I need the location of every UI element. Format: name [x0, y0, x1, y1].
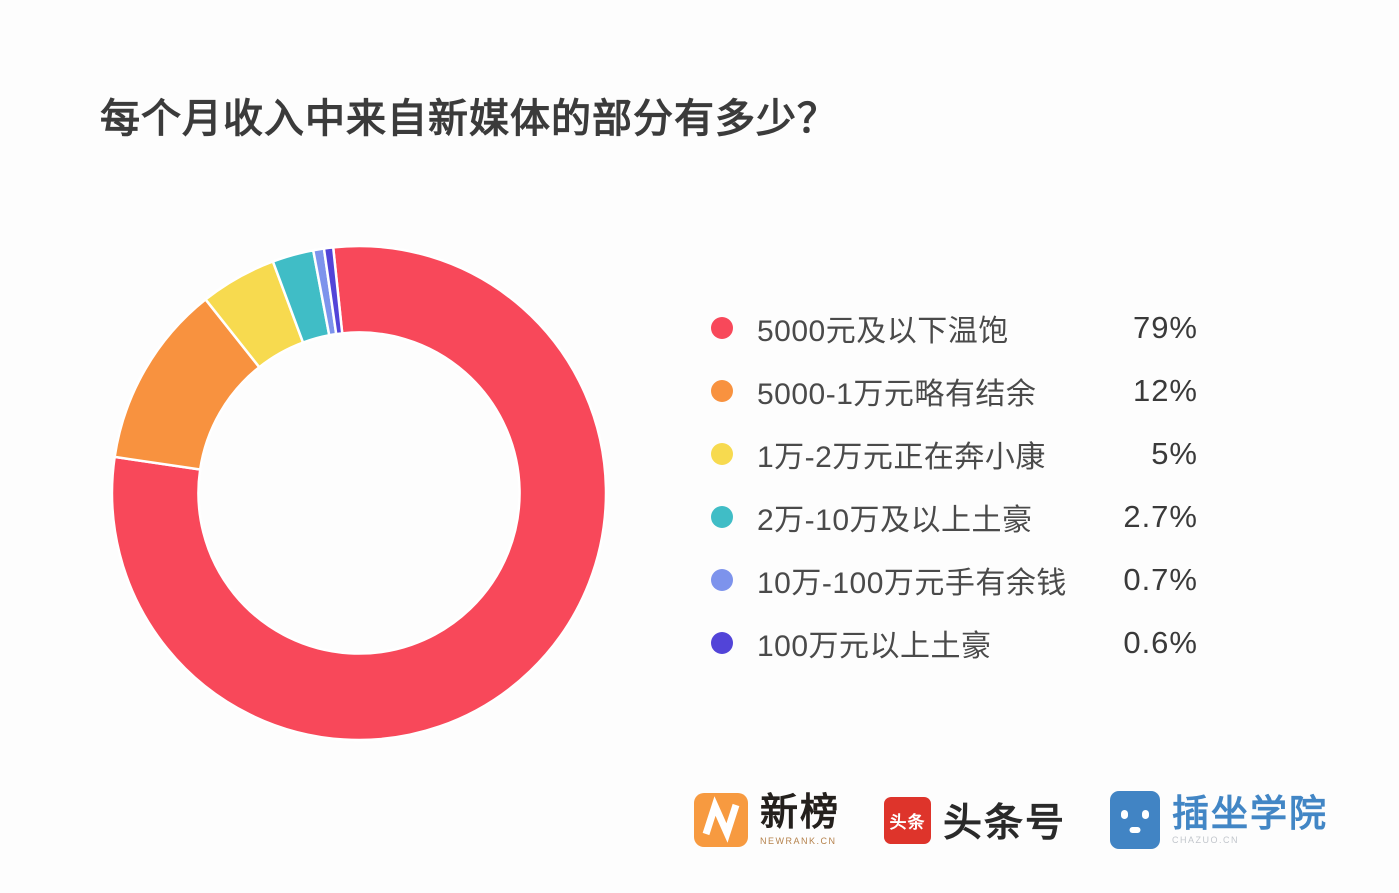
legend-row-2: 1万-2万元正在奔小康 5%: [711, 422, 1198, 485]
legend-row-4: 10万-100万元手有余钱 0.7%: [711, 548, 1198, 611]
legend-value: 5%: [1151, 435, 1198, 471]
legend-label: 5000-1万元略有结余: [757, 377, 1037, 411]
newrank-logo-icon: [694, 793, 748, 847]
newrank-brand-name: 新榜: [760, 792, 841, 835]
legend-swatch: [711, 505, 733, 528]
legend-value: 0.7%: [1123, 561, 1198, 597]
legend-label: 1万-2万元正在奔小康: [757, 440, 1046, 474]
brand-toutiao: 头条 头条号: [884, 792, 1066, 848]
toutiao-logo-icon: 头条: [884, 796, 932, 844]
brand-chazuo: 插坐学院 CHAZUO.CN: [1110, 791, 1328, 849]
legend-value: 2.7%: [1123, 498, 1198, 534]
legend-swatch: [711, 442, 733, 465]
chazuo-icon-eye: [1142, 810, 1150, 819]
chazuo-icon-eye: [1121, 810, 1129, 819]
legend-swatch: [711, 316, 733, 339]
chazuo-brand-name: 插坐学院: [1172, 792, 1329, 834]
legend-row-5: 100万元以上土豪 0.6%: [711, 611, 1198, 674]
donut-slice-5: [322, 246, 344, 336]
legend-label: 2万-10万及以上土豪: [757, 503, 1033, 537]
donut-slice-0: [110, 244, 608, 742]
donut-chart: [109, 243, 609, 743]
legend-swatch: [711, 379, 733, 402]
legend-row-1: 5000-1万元略有结余 12%: [711, 359, 1198, 422]
legend-label: 100万元以上土豪: [757, 629, 992, 663]
legend-value: 12%: [1132, 372, 1198, 408]
legend-swatch: [711, 568, 733, 591]
legend-swatch: [711, 631, 733, 654]
chazuo-logo-icon: [1110, 791, 1161, 849]
toutiao-brand-name: 头条号: [943, 802, 1067, 845]
chazuo-icon-mouth: [1129, 827, 1141, 833]
toutiao-icon-text: 头条: [889, 812, 926, 832]
newrank-brand-domain: NEWRANK.CN: [760, 835, 837, 846]
legend-value: 0.6%: [1123, 624, 1198, 660]
legend-row-3: 2万-10万及以上土豪 2.7%: [711, 485, 1198, 548]
brand-newrank: 新榜 NEWRANK.CN: [694, 793, 840, 847]
legend-label: 5000元及以下温饱: [757, 314, 1009, 348]
footer-brand-bar: 新榜 NEWRANK.CN 头条 头条号 插坐学院 CHAZUO.CN: [694, 788, 1328, 852]
legend-label: 10万-100万元手有余钱: [757, 566, 1067, 600]
legend-row-0: 5000元及以下温饱 79%: [711, 296, 1198, 359]
chazuo-brand-domain: CHAZUO.CN: [1172, 835, 1240, 846]
chart-title: 每个月收入中来自新媒体的部分有多少？: [100, 97, 838, 141]
legend-value: 79%: [1132, 309, 1198, 345]
donut-chart-svg: [110, 244, 608, 742]
chart-legend: 5000元及以下温饱 79% 5000-1万元略有结余 12% 1万-2万元正在奔小康 5…: [711, 296, 1198, 674]
